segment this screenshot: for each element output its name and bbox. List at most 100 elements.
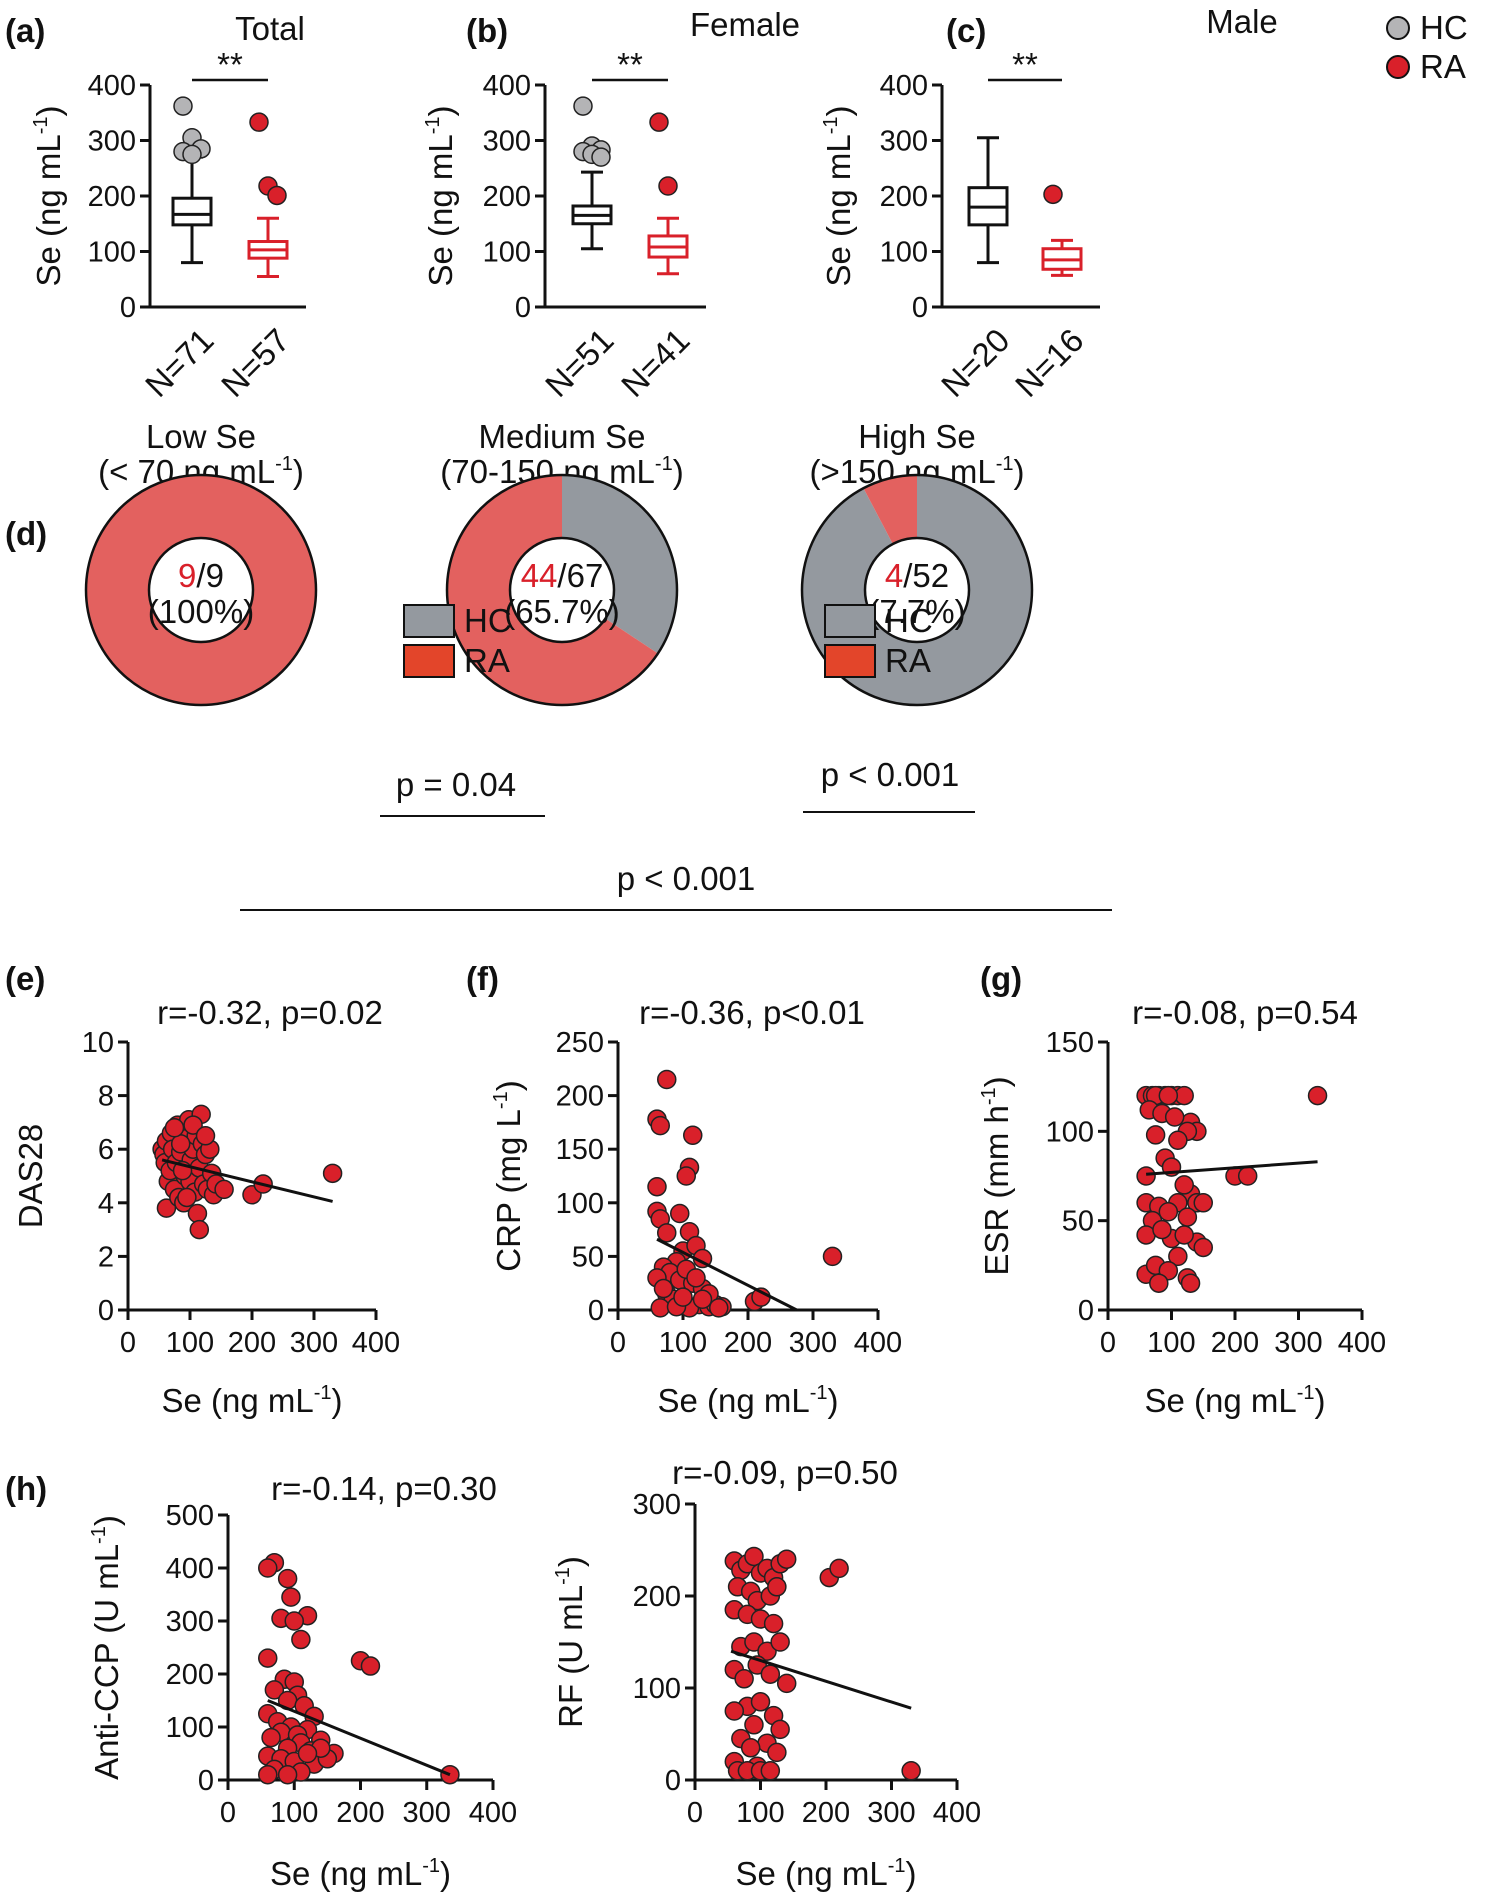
- data-point: [650, 1115, 670, 1136]
- data-point: [360, 1656, 381, 1676]
- panel-letter: (g): [980, 960, 1022, 997]
- data-point: [258, 1648, 278, 1668]
- y-tick-label: 0: [588, 1295, 604, 1327]
- data-point: [763, 1613, 784, 1634]
- comparisons: p = 0.04 p < 0.001 p < 0.001: [240, 756, 1112, 911]
- data-point: [1174, 1175, 1194, 1195]
- data-point: [1177, 1207, 1198, 1227]
- data-point: [770, 1632, 790, 1652]
- y-tick-label: 500: [166, 1500, 214, 1532]
- outlier-point: [649, 112, 669, 132]
- panel-letter: (c): [946, 12, 986, 49]
- data-point: [1168, 1130, 1188, 1151]
- data-point: [1174, 1225, 1194, 1245]
- data-point: [322, 1163, 343, 1184]
- y-tick-label: 100: [556, 1188, 604, 1220]
- outlier-point: [267, 185, 287, 206]
- comparison-label: p < 0.001: [617, 860, 756, 897]
- y-axis-label: CRP (mg L-1): [490, 1080, 527, 1271]
- donut-subtitle: (70-150 ng mL-1): [440, 453, 683, 490]
- donut-slice-ra: [86, 475, 316, 705]
- data-point: [724, 1701, 745, 1721]
- x-tick-label: 0: [610, 1327, 626, 1359]
- x-category-label: N=16: [1008, 321, 1091, 404]
- data-point: [770, 1719, 790, 1740]
- significance-label: **: [217, 46, 243, 83]
- x-category-label: N=20: [934, 321, 1017, 404]
- data-point: [189, 1219, 210, 1240]
- data-point: [1180, 1273, 1201, 1293]
- box-chart-3: 0 100 200 300 400 Se (ng mL-1) ** N=20N=16: [820, 46, 1100, 404]
- y-axis-label: RF (U mL-1): [552, 1556, 589, 1728]
- donut-title: High Se: [858, 418, 975, 455]
- scatter-chart-8: 0 100 200 300 0 100 200 300 400 Se (ng mL-1) RF (U…: [552, 1454, 981, 1892]
- data-point: [744, 1546, 764, 1567]
- data-point: [647, 1176, 667, 1197]
- legend-ra-marker: [1386, 55, 1410, 79]
- panel-letter: (f): [466, 960, 499, 997]
- x-category-label: N=51: [538, 321, 621, 404]
- x-axis-label: Se (ng mL-1): [735, 1855, 916, 1892]
- data-point: [1307, 1085, 1328, 1106]
- legend-ra-swatch: [824, 644, 876, 678]
- y-tick-label: 50: [572, 1241, 604, 1273]
- panel-title: Total: [235, 10, 305, 47]
- y-tick-label: 300: [166, 1606, 214, 1638]
- donut-hole: [863, 536, 971, 644]
- x-tick-label: 0: [1100, 1327, 1116, 1359]
- data-point: [822, 1246, 843, 1267]
- outlier-point: [182, 144, 202, 165]
- scatter-chart-7: 0 100 200 300 400 500 0 100 200 300 400 Se (ng mL-1…: [88, 1470, 517, 1892]
- data-point: [901, 1761, 921, 1781]
- data-point: [156, 1198, 177, 1218]
- y-tick-label: 0: [120, 292, 136, 324]
- data-point: [744, 1715, 764, 1735]
- data-point: [683, 1125, 703, 1146]
- x-tick-label: 100: [270, 1797, 318, 1829]
- y-tick-label: 200: [483, 181, 531, 213]
- data-point: [676, 1166, 696, 1186]
- panel-letter: (b): [466, 12, 508, 49]
- y-tick-label: 200: [880, 181, 928, 213]
- legend-hc-marker: [1386, 16, 1410, 40]
- data-point: [164, 1118, 185, 1138]
- legend-hc-swatch: [403, 604, 455, 638]
- data-point: [673, 1287, 693, 1307]
- y-tick-label: 10: [82, 1027, 114, 1059]
- y-axis-label: Anti-CCP (U mL-1): [88, 1515, 125, 1780]
- donut-hole: [147, 536, 255, 644]
- x-tick-label: 0: [120, 1327, 136, 1359]
- box-chart-1: 0 100 200 300 400 Se (ng mL-1) ** N=71N=57: [30, 46, 306, 404]
- data-point: [1193, 1237, 1213, 1258]
- outlier-point: [1043, 184, 1063, 205]
- legend-ra-label: RA: [1420, 48, 1466, 85]
- data-point: [177, 1187, 197, 1208]
- x-tick-label: 400: [352, 1327, 400, 1359]
- legend-hc-swatch: [824, 604, 876, 638]
- regression-line: [656, 1237, 798, 1312]
- legend-hc-label: HC: [885, 602, 933, 639]
- box-panel-b: (b) Female: [466, 6, 800, 49]
- comparison-label: p = 0.04: [396, 766, 516, 803]
- y-tick-label: 0: [1078, 1295, 1094, 1327]
- panel-title: Female: [690, 6, 800, 43]
- x-tick-label: 400: [854, 1327, 902, 1359]
- data-point: [297, 1743, 318, 1764]
- y-tick-label: 400: [483, 70, 531, 102]
- panel-letter: (e): [5, 960, 45, 997]
- data-point: [1158, 1085, 1179, 1106]
- donut-2: Medium Se(70-150 ng mL-1) 44/67(65.7%): [440, 418, 684, 707]
- y-tick-label: 200: [166, 1659, 214, 1691]
- x-tick-label: 0: [220, 1797, 236, 1829]
- correlation-stat: r=-0.08, p=0.54: [1132, 994, 1358, 1031]
- data-point: [183, 1115, 203, 1135]
- y-tick-label: 200: [633, 1581, 681, 1613]
- data-point: [734, 1669, 754, 1689]
- y-axis-label: Se (ng mL-1): [422, 105, 459, 286]
- donut-1: Low Se(< 70 ng mL-1)9/9(100%): [84, 418, 318, 707]
- donut-outer-ring: [800, 473, 1034, 707]
- donut-hole: [508, 536, 616, 644]
